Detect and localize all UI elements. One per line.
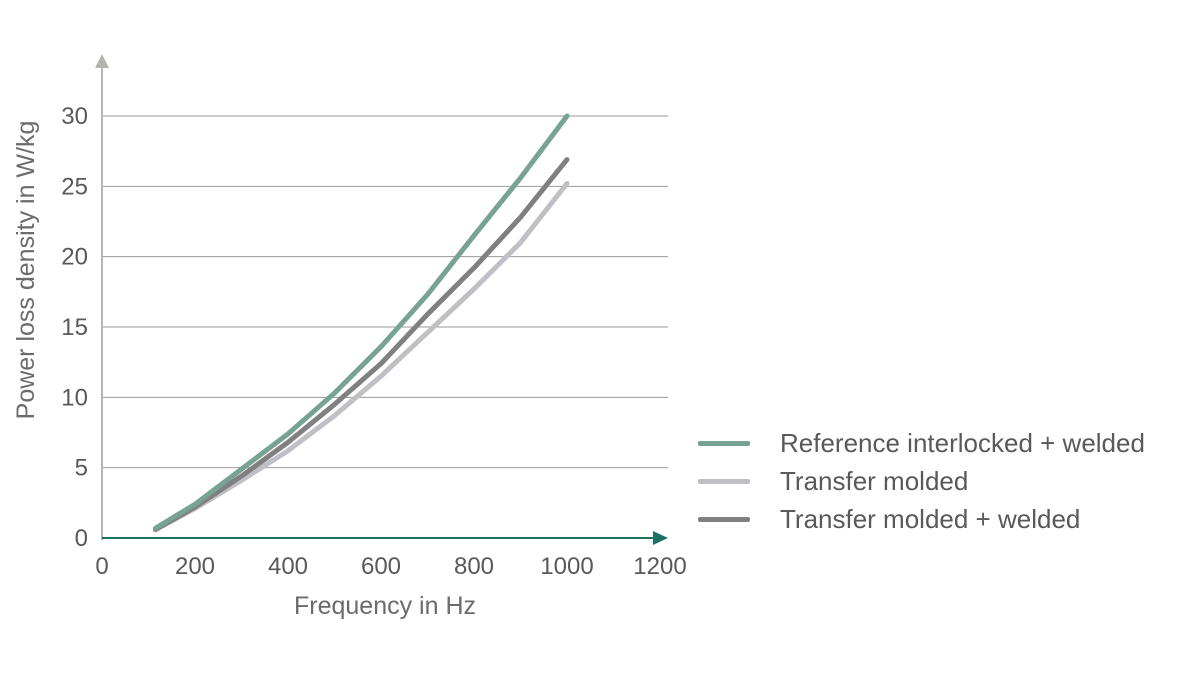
y-axis-arrow <box>95 54 109 68</box>
y-tick-label: 25 <box>61 173 88 200</box>
legend-item: Reference interlocked + welded <box>698 424 1145 462</box>
y-tick-label: 0 <box>75 525 88 552</box>
legend-swatch <box>698 440 750 446</box>
y-tick-labels: 0 5 10 15 20 25 30 <box>61 103 88 552</box>
legend-label: Reference interlocked + welded <box>780 427 1145 458</box>
x-axis-title: Frequency in Hz <box>294 592 476 620</box>
axes <box>95 54 668 545</box>
y-tick-label: 30 <box>61 103 88 130</box>
legend-item: Transfer molded + welded <box>698 500 1145 538</box>
legend-label: Transfer molded <box>780 465 969 496</box>
x-tick-label: 400 <box>268 553 308 580</box>
x-tick-label: 1200 <box>633 553 686 580</box>
series-lines <box>153 113 570 533</box>
x-tick-label: 0 <box>95 553 108 580</box>
x-tick-label: 200 <box>175 553 215 580</box>
x-tick-labels: 0 200 400 600 800 1000 1200 <box>95 553 686 580</box>
x-axis-arrow <box>653 531 668 545</box>
legend: Reference interlocked + welded Transfer m… <box>698 424 1145 538</box>
series-line-1 <box>153 113 570 531</box>
gridlines <box>102 115 668 469</box>
series-line-3 <box>153 157 570 533</box>
x-tick-label: 600 <box>361 553 401 580</box>
legend-item: Transfer molded <box>698 462 1145 500</box>
x-tick-label: 800 <box>454 553 494 580</box>
legend-swatch <box>698 516 750 522</box>
y-axis-title: Power loss density in W/kg <box>12 121 40 420</box>
legend-swatch <box>698 478 750 484</box>
x-tick-label: 1000 <box>540 553 593 580</box>
y-tick-label: 5 <box>75 455 88 482</box>
y-tick-label: 15 <box>61 314 88 341</box>
y-tick-label: 10 <box>61 384 88 411</box>
y-tick-label: 20 <box>61 244 88 271</box>
legend-label: Transfer molded + welded <box>780 503 1081 534</box>
